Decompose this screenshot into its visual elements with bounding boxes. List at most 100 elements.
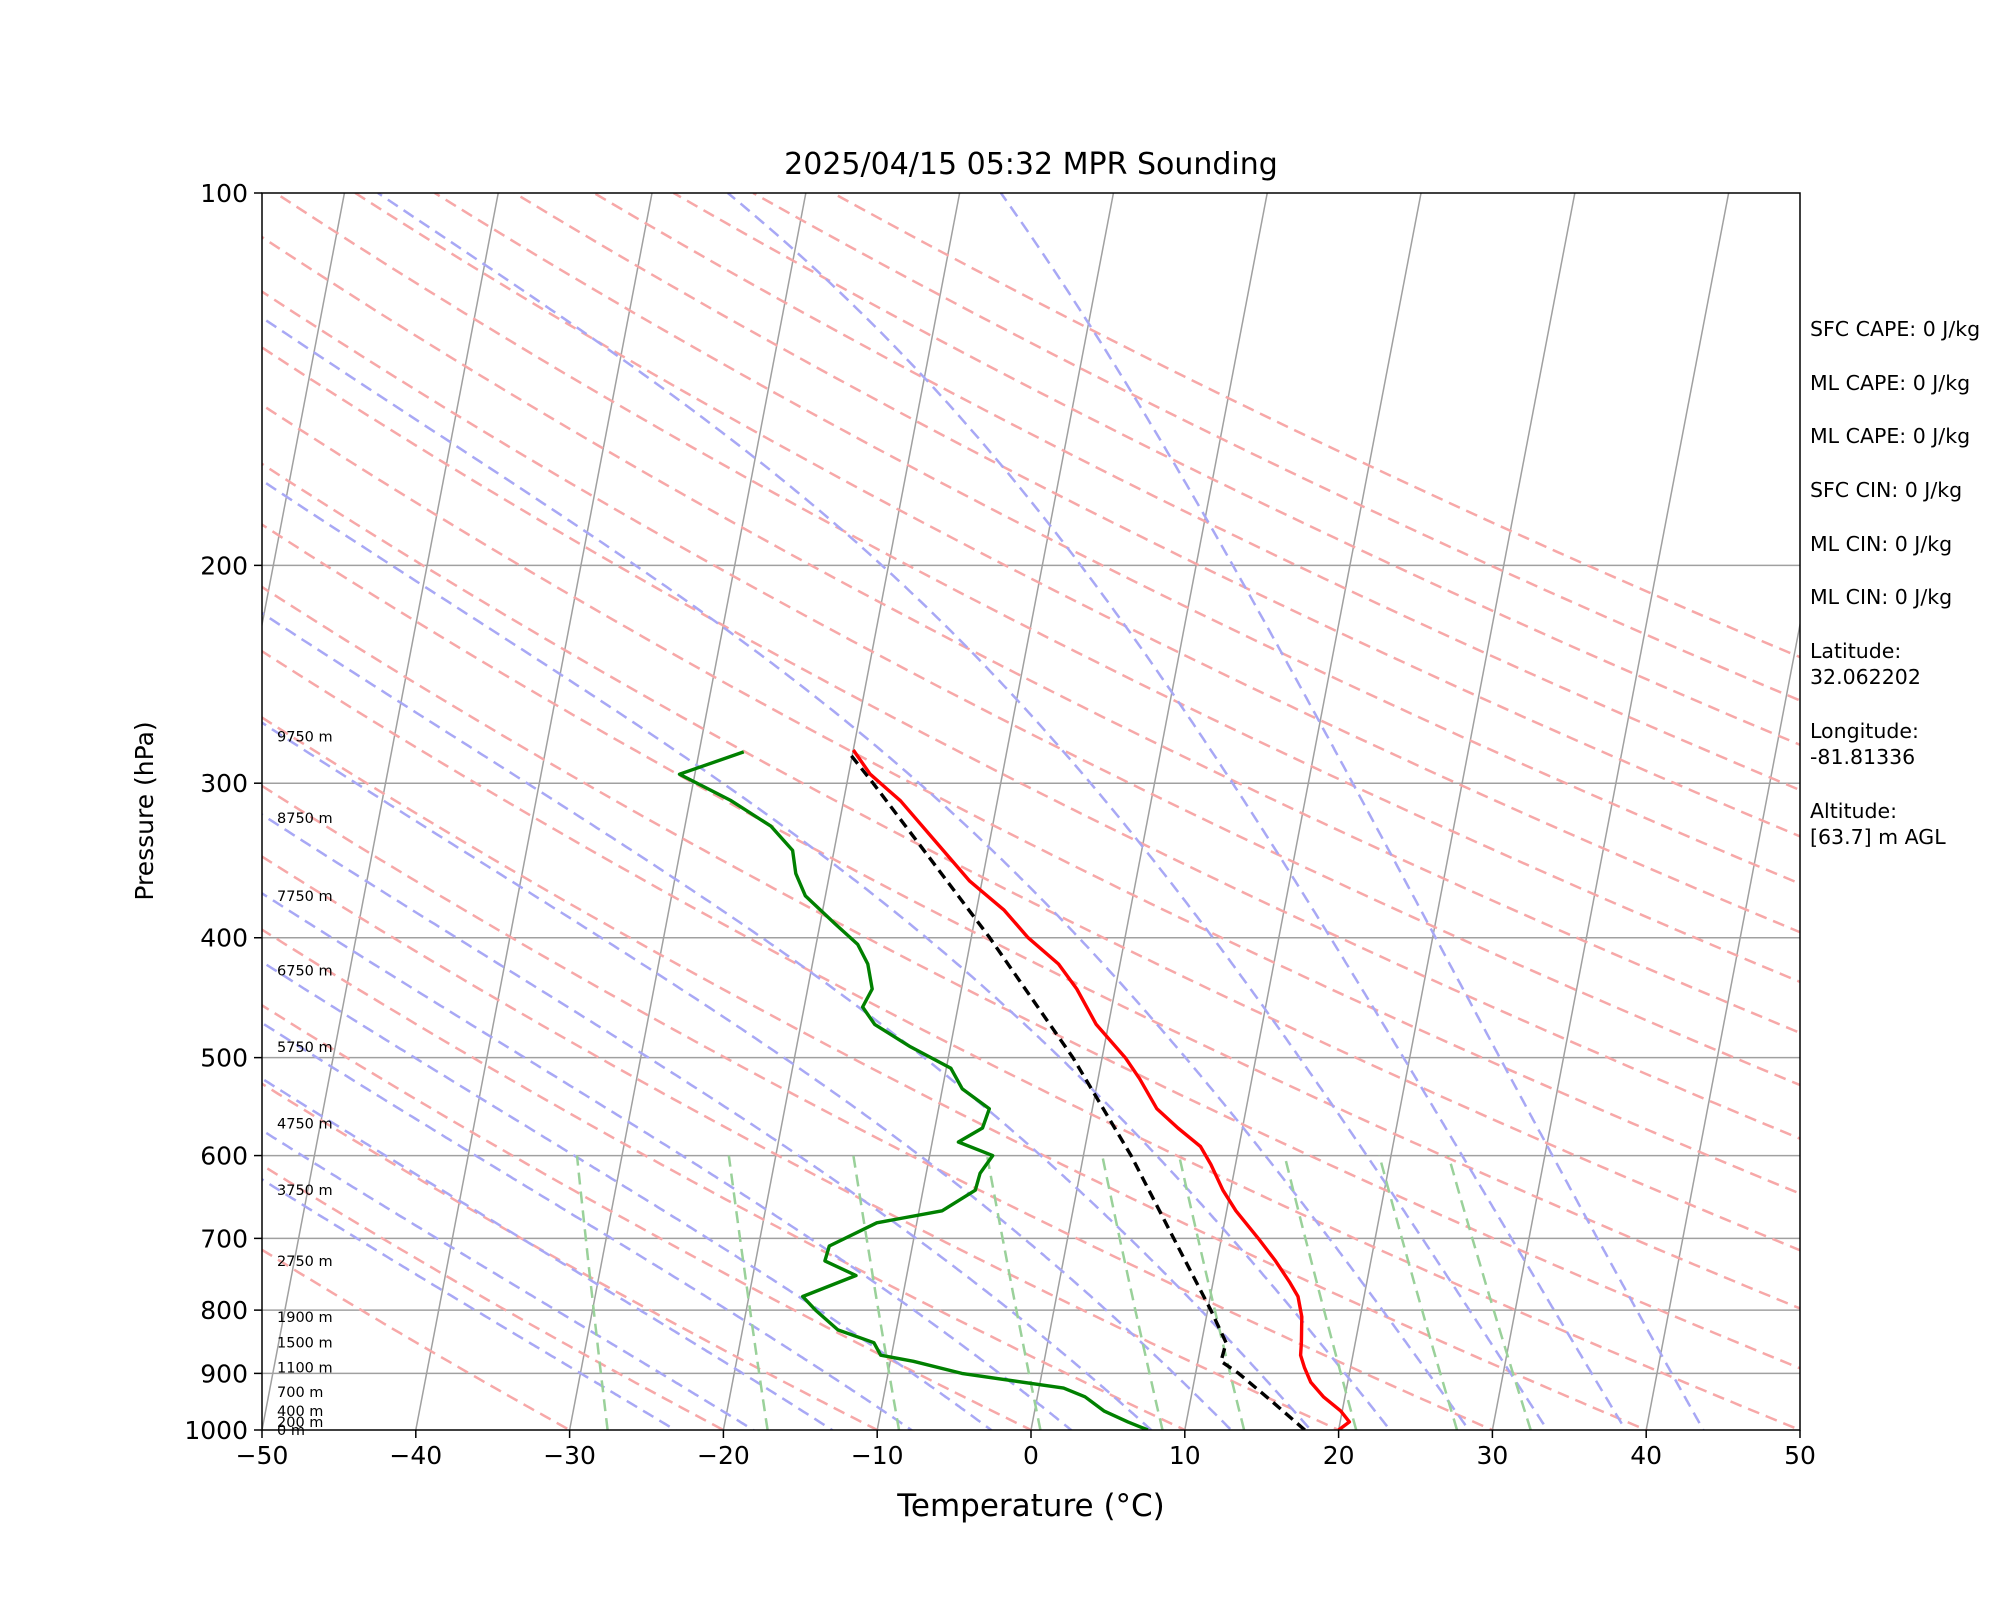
x-axis-label: Temperature (°C) [896, 1488, 1165, 1524]
series-dewpoint-line [677, 750, 1149, 1430]
isotherm-line [0, 193, 191, 1430]
dry-adiabat-line [434, 193, 1800, 886]
ml-cape-label: ML CAPE: 0 J/kg [1810, 371, 1971, 395]
y-tick-label: 600 [200, 1142, 248, 1171]
isotherm-line [262, 193, 346, 629]
y-axis-label: Pressure (hPa) [130, 721, 159, 900]
dry-adiabat-line [262, 855, 1342, 1430]
height-label: 1900 m [277, 1310, 333, 1326]
height-label: 6750 m [277, 963, 333, 979]
isotherm-line [0, 193, 37, 1430]
isotherm-line [1184, 193, 1422, 1430]
sfc-cin-label: SFC CIN: 0 J/kg [1810, 478, 1963, 502]
height-label: 4750 m [277, 1116, 333, 1132]
x-tick-label: 50 [1784, 1441, 1816, 1470]
height-label: 200 m [277, 1415, 323, 1431]
dry-adiabat-line [262, 716, 1650, 1430]
dry-adiabat-line [262, 523, 1800, 1310]
series-parcel-line [846, 750, 1306, 1430]
moist-adiabat-line [262, 316, 1471, 1430]
moist-adiabat-line [262, 611, 1313, 1430]
moist-adiabat-line [727, 193, 1627, 1430]
mixing-ratio-line [1177, 1155, 1246, 1430]
mixing-ratio-line [1101, 1155, 1164, 1430]
mixing-ratio-line [1283, 1155, 1358, 1430]
moist-adiabat-line [262, 1177, 678, 1430]
isotherm-line [722, 193, 961, 1430]
mixing-ratio-line [1447, 1155, 1532, 1430]
dry-adiabat-line [262, 1003, 1034, 1430]
moist-adiabat-line [262, 891, 1074, 1430]
dry-adiabat-line [593, 193, 1800, 792]
x-tick-label: −20 [697, 1441, 750, 1470]
mixing-ratio-line [985, 1155, 1042, 1430]
isotherm-line [876, 193, 1115, 1430]
height-label: 5750 m [277, 1040, 333, 1056]
dry-adiabat-line [262, 403, 1800, 1195]
moist-adiabat-line [262, 960, 994, 1430]
moist-adiabat-line [377, 193, 1549, 1430]
isotherm-line [1645, 620, 1800, 1430]
height-label: 1500 m [277, 1336, 333, 1352]
y-tick-label: 100 [200, 179, 248, 208]
height-label: 7750 m [277, 889, 333, 905]
y-tick-label: 800 [200, 1296, 248, 1325]
height-label: 700 m [277, 1385, 323, 1401]
x-tick-label: −50 [236, 1441, 289, 1470]
dry-adiabat-line [513, 193, 1800, 838]
x-tick-label: −10 [851, 1441, 904, 1470]
x-tick-label: 30 [1476, 1441, 1508, 1470]
chart-title: 2025/04/15 05:32 MPR Sounding [784, 147, 1278, 182]
isotherm-line [1030, 193, 1268, 1430]
x-tick-label: −30 [543, 1441, 596, 1470]
sfc-cape-label: SFC CAPE: 0 J/kg [1810, 317, 1981, 341]
dry-adiabat-line [262, 784, 1496, 1430]
y-tick-label: 700 [200, 1224, 248, 1253]
ml-cin-label: ML CIN: 0 J/kg [1810, 532, 1953, 556]
height-label: 8750 m [277, 811, 333, 827]
y-tick-label: 900 [200, 1359, 248, 1388]
mixing-ratio-line [575, 1155, 609, 1430]
mixing-ratio-line [1378, 1155, 1459, 1430]
x-tick-label: 40 [1630, 1441, 1662, 1470]
dry-adiabat-line [262, 649, 1800, 1430]
height-label: 1100 m [277, 1360, 333, 1376]
height-label: 2750 m [277, 1254, 333, 1270]
latitude-label: Latitude: 32.062202 [1810, 639, 1921, 689]
ml-cin-label-2: ML CIN: 0 J/kg [1810, 585, 1953, 609]
dry-adiabat-line [354, 193, 1800, 934]
dry-adiabat-line [262, 346, 1800, 1140]
altitude-label: Altitude: [63.7] m AGL [1810, 799, 1946, 849]
y-tick-label: 300 [200, 769, 248, 798]
isotherm-line [262, 193, 499, 1430]
dry-adiabat-line [262, 928, 1188, 1430]
dry-adiabat-line [672, 193, 1800, 747]
isotherm-line [568, 193, 807, 1430]
moist-adiabat-line [262, 1128, 756, 1430]
y-tick-label: 400 [200, 924, 248, 953]
moist-adiabat-line [262, 813, 1154, 1430]
isotherm-line [415, 193, 653, 1430]
x-tick-label: 10 [1169, 1441, 1201, 1470]
dry-adiabat-line [262, 1248, 573, 1430]
isotherm-line [1337, 193, 1576, 1430]
x-tick-label: 0 [1023, 1441, 1039, 1470]
height-label: 0 m [277, 1423, 305, 1439]
height-label: 3750 m [277, 1183, 333, 1199]
dry-adiabat-line [262, 290, 1800, 1087]
mixing-ratio-line [852, 1155, 901, 1430]
longitude-label: Longitude: -81.81336 [1810, 719, 1919, 769]
x-tick-label: −40 [389, 1441, 442, 1470]
height-label: 400 m [277, 1404, 323, 1420]
y-tick-label: 200 [200, 551, 248, 580]
moist-adiabat-line [999, 193, 1705, 1430]
mixing-ratio-line [727, 1155, 769, 1430]
height-label: 9750 m [277, 729, 333, 745]
isotherm-line [1491, 193, 1730, 1430]
ml-cape-label-2: ML CAPE: 0 J/kg [1810, 424, 1971, 448]
moist-adiabat-line [262, 721, 1233, 1430]
moist-adiabat-line [262, 1021, 914, 1430]
series-temperature-line [851, 749, 1352, 1430]
moist-adiabat-line [262, 1077, 835, 1430]
